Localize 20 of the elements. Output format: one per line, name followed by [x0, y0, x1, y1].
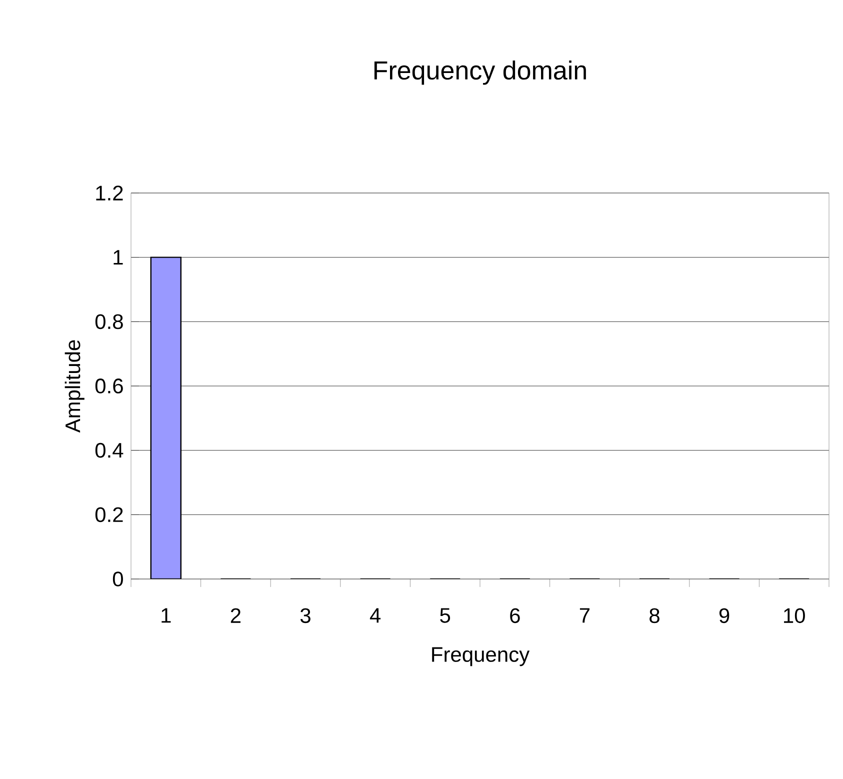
chart-title: Frequency domain — [374, 60, 586, 85]
x-tick-label: 7 — [580, 608, 590, 623]
y-axis-title: Amplitude — [64, 340, 84, 433]
x-tick-label: 3 — [300, 608, 310, 624]
x-tick-label: 8 — [650, 608, 660, 624]
x-tick-label: 1 — [162, 608, 171, 623]
x-tick-label: 10 — [784, 608, 805, 624]
x-tick-label: 2 — [230, 608, 240, 623]
x-tick-label: 5 — [440, 608, 450, 623]
y-tick-label: 0.2 — [95, 507, 123, 522]
y-tick-label: 1 — [114, 250, 123, 265]
y-tick-label: 0 — [112, 572, 123, 586]
y-tick-label: 0.6 — [95, 378, 123, 394]
x-tick-label: 9 — [719, 608, 730, 624]
y-tick-label: 0.4 — [95, 442, 124, 458]
y-tick-label: 1.2 — [96, 186, 123, 200]
x-tick-label: 6 — [510, 608, 520, 624]
x-tick-label: 4 — [370, 608, 381, 623]
x-axis-title: Frequency — [432, 647, 530, 666]
y-tick-label: 0.8 — [95, 314, 123, 330]
